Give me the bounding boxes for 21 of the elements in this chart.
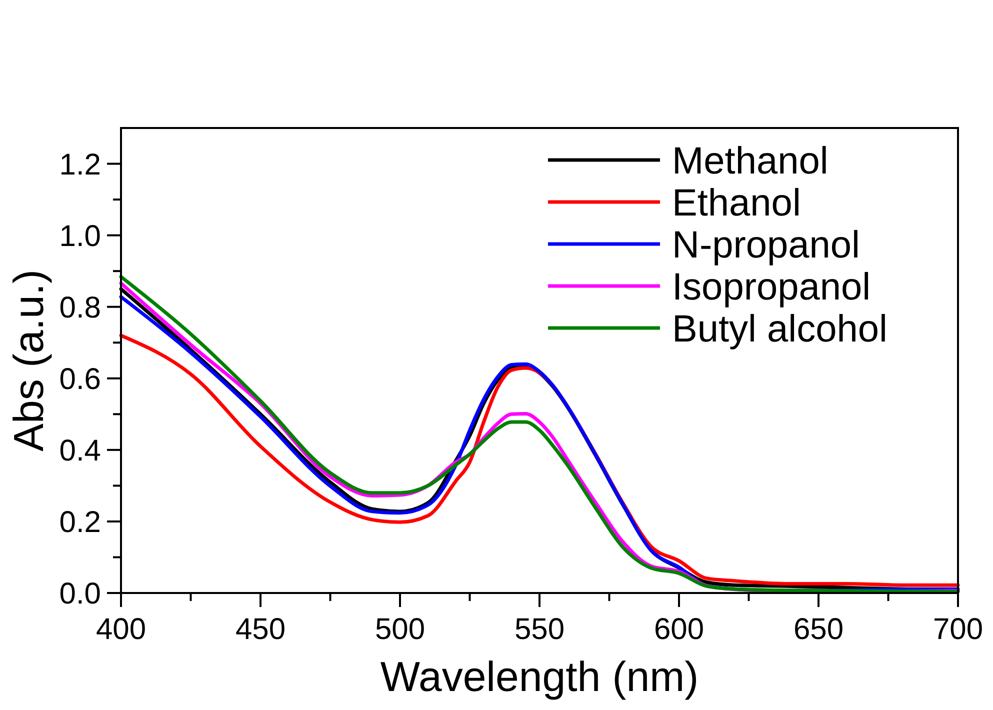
y-tick-label: 0.8: [59, 291, 101, 324]
y-tick-label: 0.0: [59, 578, 101, 610]
y-tick-label: 0.2: [59, 506, 101, 539]
y-tick-label: 0.4: [59, 434, 101, 468]
legend-label: Isopropanol: [672, 266, 871, 308]
legend-label: Ethanol: [672, 182, 801, 224]
y-tick-label: 0.6: [59, 362, 101, 396]
x-tick-label: 500: [374, 613, 426, 646]
y-tick-label: 1.0: [59, 220, 101, 253]
y-axis-title: Abs (a.u.): [5, 269, 52, 452]
x-tick-label: 400: [96, 613, 146, 646]
x-tick-label: 550: [514, 613, 565, 646]
legend-label: Methanol: [672, 140, 828, 182]
legend-label: N-propanol: [672, 224, 860, 266]
legend-label: Butyl alcohol: [672, 308, 888, 350]
x-tick-label: 700: [932, 613, 984, 646]
x-tick-label: 450: [235, 613, 286, 646]
x-tick-label: 600: [654, 613, 704, 646]
y-tick-label: 1.2: [59, 148, 101, 182]
x-tick-label: 650: [793, 613, 844, 646]
x-axis-title: Wavelength (nm): [380, 653, 699, 700]
